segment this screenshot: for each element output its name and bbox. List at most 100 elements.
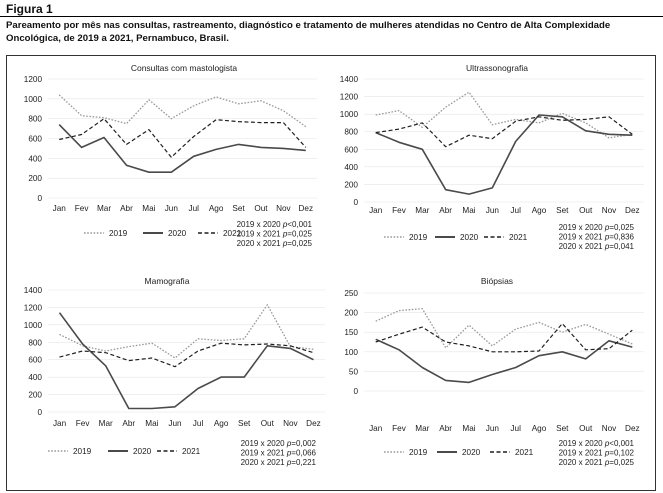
series-line-2020 [375, 114, 633, 195]
p-value-annotation: 2019 x 2020 p<0,001 [559, 439, 635, 448]
y-tick-label: 150 [344, 328, 358, 337]
y-tick-label: 1200 [340, 93, 359, 102]
x-tick-label: Jun [486, 424, 500, 433]
x-tick-label: Mai [145, 419, 158, 428]
x-tick-label: Fev [392, 424, 407, 433]
legend-label-2020: 2020 [460, 233, 479, 242]
x-tick-label: Set [238, 419, 251, 428]
y-tick-label: 1400 [24, 286, 43, 295]
y-tick-label: 200 [28, 174, 42, 183]
x-tick-label: Mar [99, 419, 113, 428]
y-tick-label: 200 [344, 180, 358, 189]
y-tick-label: 400 [28, 373, 42, 382]
series-line-2019 [58, 94, 307, 128]
chart-title: Biópsias [481, 276, 513, 286]
p-value-annotation: 2020 x 2021 p=0,025 [559, 458, 635, 467]
x-tick-label: Ago [532, 206, 547, 215]
p-value-annotation: 2019 x 2020 p<0,001 [237, 220, 313, 229]
x-tick-label: Dez [625, 206, 640, 215]
y-tick-label: 1000 [24, 95, 43, 104]
y-tick-label: 800 [28, 115, 42, 124]
x-tick-label: Jun [165, 204, 179, 213]
x-tick-label: Ago [209, 204, 224, 213]
x-tick-label: Abr [439, 424, 452, 433]
x-tick-label: Mai [142, 204, 155, 213]
p-value-annotation: 2020 x 2021 p=0,025 [237, 239, 313, 248]
chart-1: Consultas com mastologista 0 200 400 600 800 1… [24, 63, 317, 248]
p-value-annotation: 2019 x 2021 p=0,836 [559, 233, 635, 242]
y-tick-label: 250 [344, 289, 358, 298]
series-line-2021 [59, 118, 307, 158]
p-value-annotation: 2019 x 2020 p=0,025 [559, 223, 635, 232]
x-tick-label: Jun [168, 419, 182, 428]
figure-label: Figura 1 [6, 2, 53, 16]
x-tick-label: Fev [392, 206, 407, 215]
x-tick-label: Jun [486, 206, 500, 215]
chart-title: Ultrassonografia [466, 63, 528, 73]
p-value-annotation: 2019 x 2021 p=0,066 [241, 449, 317, 458]
x-tick-label: Out [261, 419, 275, 428]
series-line-2019 [375, 91, 633, 139]
y-tick-label: 400 [28, 154, 42, 163]
x-tick-label: Jul [188, 204, 199, 213]
y-tick-label: 600 [28, 356, 42, 365]
x-tick-label: Mai [462, 206, 475, 215]
series-line-2020 [375, 338, 633, 384]
chart-2: Ultrassonografia 0 200 400 600 800 1000 1200 140… [340, 63, 644, 251]
x-tick-label: Abr [120, 204, 133, 213]
x-tick-label: Jul [193, 419, 204, 428]
chart-title: Mamografia [145, 276, 190, 286]
y-tick-label: 0 [353, 387, 358, 396]
chart-title: Consultas com mastologista [131, 63, 238, 73]
x-tick-label: Set [556, 206, 569, 215]
p-value-annotation: 2019 x 2020 p=0,002 [241, 439, 317, 448]
x-tick-label: Dez [625, 424, 640, 433]
y-tick-label: 200 [28, 391, 42, 400]
y-tick-label: 0 [37, 194, 42, 203]
x-tick-label: Abr [439, 206, 452, 215]
legend-label-2019: 2019 [109, 229, 128, 238]
x-tick-label: Out [579, 206, 593, 215]
legend-label-2020: 2020 [133, 447, 152, 456]
y-tick-label: 1200 [24, 303, 43, 312]
y-tick-label: 1000 [340, 110, 359, 119]
figure-frame [6, 55, 656, 491]
y-tick-label: 800 [28, 338, 42, 347]
y-tick-label: 1400 [340, 75, 359, 84]
x-tick-label: Out [579, 424, 593, 433]
x-tick-label: Mar [415, 206, 429, 215]
chart-4: Biópsias 0 50 100 150 200 250 Jan Fev Mar Abr Mai Ju… [344, 276, 644, 467]
series-line-2019 [59, 304, 314, 359]
p-value-annotation: 2019 x 2021 p=0,102 [559, 449, 635, 458]
y-tick-label: 0 [37, 408, 42, 417]
series-line-2020 [58, 312, 314, 410]
x-tick-label: Mar [97, 204, 111, 213]
p-value-annotation: 2019 x 2021 p=0,025 [237, 230, 313, 239]
y-tick-label: 800 [344, 128, 358, 137]
x-tick-label: Jan [369, 424, 383, 433]
legend-label-2019: 2019 [73, 447, 92, 456]
legend-label-2020: 2020 [168, 229, 187, 238]
p-value-annotation: 2020 x 2021 p=0,041 [559, 242, 635, 251]
x-tick-label: Mar [415, 424, 429, 433]
x-tick-label: Jul [510, 424, 521, 433]
legend-label-2021: 2021 [509, 233, 528, 242]
y-tick-label: 50 [349, 367, 359, 376]
series-line-2019 [375, 308, 633, 349]
x-tick-label: Nov [602, 424, 617, 433]
x-tick-label: Ago [214, 419, 229, 428]
y-tick-label: 200 [344, 309, 358, 318]
x-tick-label: Fev [75, 204, 90, 213]
x-tick-label: Nov [602, 206, 617, 215]
x-tick-label: Mai [462, 424, 475, 433]
x-tick-label: Jan [53, 204, 67, 213]
x-tick-label: Nov [276, 204, 291, 213]
legend-label-2021: 2021 [223, 229, 242, 238]
y-tick-label: 1200 [24, 75, 43, 84]
p-value-annotation: 2020 x 2021 p=0,221 [241, 458, 317, 467]
x-tick-label: Fev [76, 419, 91, 428]
y-tick-label: 100 [344, 348, 358, 357]
x-tick-label: Ago [532, 424, 547, 433]
x-tick-label: Jan [369, 206, 383, 215]
